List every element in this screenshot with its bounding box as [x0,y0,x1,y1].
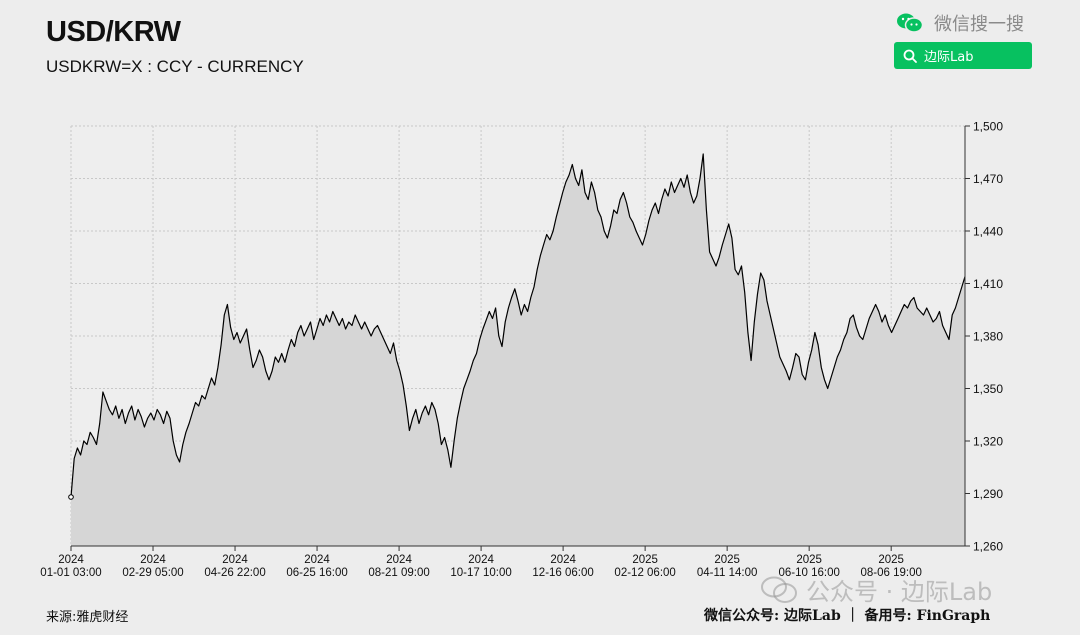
x-tick-label-date: 04-11 14:00 [697,567,758,579]
start-point-marker [68,494,74,500]
x-tick-label-date: 06-25 16:00 [286,567,347,579]
watermark: 公众号 · 边际Lab [760,572,992,607]
y-tick-label: 1,500 [973,120,1003,134]
series-line [70,153,966,498]
wechat-search-brand: 微信搜一搜 [896,10,1024,36]
y-tick-label: 1,290 [973,487,1003,501]
x-tick-label-year: 2024 [222,554,248,566]
wechat-logo-icon [897,13,924,33]
x-tick-label-date: 10-17 10:00 [450,567,511,579]
x-tick-label-year: 2024 [140,554,166,566]
x-tick-label-year: 2024 [550,554,576,566]
x-tick-label-date: 04-26 22:00 [204,567,265,579]
y-tick-label: 1,440 [973,225,1003,239]
x-tick-label-date: 02-29 05:00 [122,567,183,579]
y-tick-label: 1,320 [973,435,1003,449]
source-note: 来源:雅虎财经 [46,610,129,625]
watermark-text: 公众号 · 边际Lab [806,578,993,606]
x-tick-label-year: 2024 [386,554,412,566]
x-tick-label-year: 2024 [58,554,84,566]
chart-title: USD/KRW [46,16,181,48]
y-tick-label: 1,410 [973,277,1003,291]
x-tick-label-date: 02-12 06:00 [614,567,675,579]
x-tick-label-date: 08-21 09:00 [368,567,429,579]
search-icon [903,49,917,63]
wechat-brand-text: 微信搜一搜 [934,14,1024,35]
x-tick-label-year: 2025 [714,554,740,566]
chart-subtitle: USDKRW=X : CCY - CURRENCY [46,57,304,76]
search-button-label: 边际Lab [924,50,974,65]
x-tick-label-date: 12-16 06:00 [532,567,593,579]
y-tick-label: 1,380 [973,330,1003,344]
y-tick-label: 1,350 [973,382,1003,396]
x-tick-label-date: 06-10 16:00 [778,567,839,579]
x-tick-label-year: 2024 [304,554,330,566]
x-tick-label-date: 01-01 03:00 [40,567,101,579]
wechat-watermark-icon [761,576,797,603]
x-tick-label-year: 2024 [468,554,494,566]
x-tick-label-year: 2025 [796,554,822,566]
credit-note: 微信公众号: 边际Lab ｜ 备用号: FinGraph [704,608,991,624]
x-tick-label-year: 2025 [632,554,658,566]
y-tick-label: 1,260 [973,540,1003,554]
x-tick-label-year: 2025 [878,554,904,566]
wechat-search-button[interactable]: 边际Lab [894,42,1032,69]
x-tick-label-date: 08-06 19:00 [860,567,921,579]
y-tick-label: 1,470 [973,172,1003,186]
series-area [71,154,965,546]
